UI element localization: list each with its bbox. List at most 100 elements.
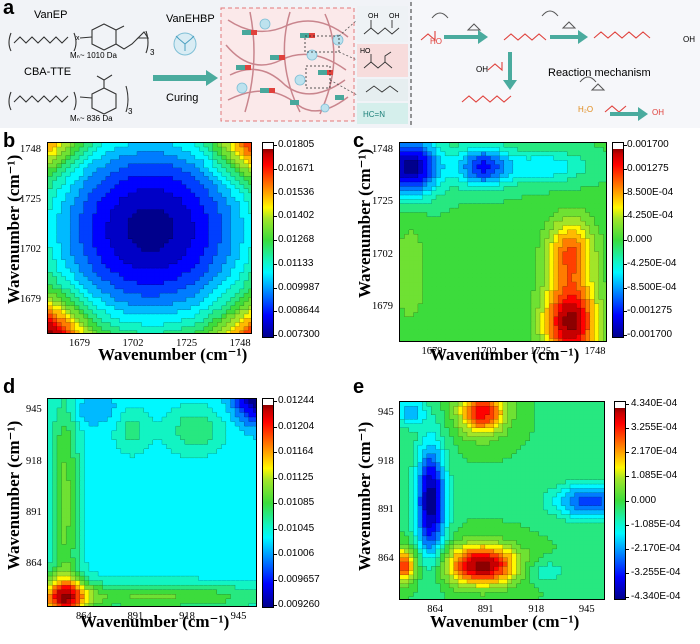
colorbar-tick-label: 2.170E-04	[631, 446, 678, 458]
colorbar-tick	[623, 145, 627, 146]
colorbar-tick	[625, 476, 629, 478]
colorbar-tick-label: 4.340E-04	[631, 398, 678, 409]
oh-label-5: OH	[683, 35, 695, 44]
colorbar-tick	[623, 192, 627, 194]
heatmap-b	[47, 142, 252, 334]
x-axis-title: Wavenumber (cm⁻¹)	[430, 345, 580, 364]
y-tick-label: 945	[26, 404, 42, 416]
colorbar-tick	[273, 579, 277, 581]
y-tick-label: 918	[26, 455, 42, 467]
y-tick-label: 918	[378, 455, 394, 467]
oh-label-1: OH	[368, 13, 379, 20]
vanep-mn: Mₙ~ 1010 Da	[70, 51, 118, 60]
colorbar-tick	[273, 335, 277, 336]
water-label: H₂O	[578, 105, 593, 114]
colorbar-tick	[625, 597, 629, 598]
y-tick-label: 1725	[372, 196, 393, 208]
reaction-scheme: VanEP CBA-TTE Mₙ~ 1010 Da Mₙ~ 836 Da 3 3…	[0, 0, 700, 128]
colorbar-tick-label: 0.01536	[278, 186, 315, 198]
colorbar-tick-label: 8.500E-04	[627, 186, 674, 198]
curing-label: Curing	[166, 92, 198, 104]
x-axis-title: Wavenumber (cm⁻¹)	[98, 345, 248, 364]
colorbar-tick-label: -0.001275	[627, 305, 673, 317]
y-axis-title: Wavenumber (cm⁻¹)	[355, 148, 374, 298]
colorbar-tick	[625, 428, 629, 430]
colorbar-tick	[623, 168, 627, 170]
colorbar-tick	[273, 263, 277, 265]
colorbar-tick	[273, 426, 277, 428]
x-tick-label: 1679	[68, 338, 90, 349]
oh-label-2: OH	[389, 13, 400, 20]
x-tick-label: 918	[528, 604, 545, 615]
curing-arrow	[153, 70, 218, 86]
x-index: x	[76, 35, 80, 42]
colorbar-tick-label: 0.001700	[627, 139, 669, 150]
cba-tte-label: CBA-TTE	[24, 66, 71, 78]
x-tick-label: 1725	[530, 346, 552, 357]
x-axis-title: Wavenumber (cm⁻¹)	[80, 612, 230, 631]
y-tick-label: 945	[378, 406, 394, 418]
colorbar-tick-label: 0.000	[631, 494, 657, 506]
colorbar-tick-label: 0.01006	[278, 548, 315, 559]
reaction-mechanism-label: Reaction mechanism	[548, 67, 651, 79]
colorbar-tick-label: 0.007300	[278, 329, 320, 340]
y-tick-label: 1679	[20, 294, 41, 306]
vanep-sub: 3	[150, 48, 155, 57]
x-tick-label: 945	[230, 611, 247, 622]
colorbar-tick-label: 0.01805	[278, 139, 315, 150]
oh-label-6: OH	[476, 65, 488, 74]
x-tick-label: 891	[477, 604, 494, 615]
colorbar-tick-label: 0.009987	[278, 281, 320, 293]
cba-mn: Mₙ~ 836 Da	[70, 114, 113, 123]
colorbar-tick	[625, 572, 629, 574]
colorbar-tick-label: -3.255E-04	[631, 566, 681, 578]
colorbar-tick	[273, 605, 277, 606]
y-tick-label: 864	[26, 558, 42, 570]
panel-letter-e: e	[353, 376, 365, 398]
mech-arrow-2	[550, 30, 588, 44]
colorbar-tick-label: 0.008644	[278, 305, 320, 317]
y-tick-label: 1702	[20, 244, 41, 256]
colorbar-tick-label: -0.001700	[627, 329, 673, 340]
cba-sub: 3	[128, 107, 133, 116]
mech-arrow-1	[444, 30, 488, 44]
colorbar-tick	[273, 554, 277, 555]
colorbar-tick-label: 3.255E-04	[631, 422, 678, 434]
panel-letter-d: d	[3, 376, 16, 398]
colorbar-tick-label: 0.01125	[278, 471, 314, 483]
colorbar-tick-label: -2.170E-04	[631, 542, 681, 554]
colorbar-tick-label: 0.01204	[278, 420, 315, 432]
panel-letter-c: c	[353, 130, 365, 152]
colorbar-tick	[273, 452, 277, 453]
x-tick-label: 891	[127, 611, 144, 622]
colorbar-tick-label: -8.500E-04	[627, 281, 677, 293]
colorbar-tick	[273, 216, 277, 218]
x-tick-label: 945	[578, 604, 595, 615]
imine-label: HC=N	[363, 110, 385, 119]
colorbar-tick	[625, 524, 629, 526]
colorbar-tick-label: 0.01045	[278, 522, 315, 534]
colorbar-tick-label: 0.01133	[278, 257, 314, 269]
colorbar-tick-label: 0.01164	[278, 446, 314, 457]
colorbar-tick-label: 0.01268	[278, 234, 315, 245]
x-tick-label: 1748	[584, 346, 606, 357]
colorbar-tick-label: 0.01671	[278, 162, 315, 174]
colorbar-tick	[625, 548, 629, 550]
colorbar-tick-label: -4.340E-04	[631, 591, 681, 602]
colorbar-tick-label: -4.250E-04	[627, 257, 677, 269]
x-axis-title: Wavenumber (cm⁻¹)	[430, 612, 580, 631]
panel-letter-b: b	[3, 130, 16, 152]
y-tick-label: 891	[378, 504, 394, 516]
hyperbranched-icon	[173, 32, 197, 56]
y-axis-title: Wavenumber (cm⁻¹)	[355, 421, 374, 571]
colorbar-tick	[623, 263, 627, 265]
y-tick-label: 891	[26, 506, 42, 518]
colorbar-tick	[623, 216, 627, 218]
y-tick-label: 1725	[20, 193, 41, 205]
colorbar-tick	[273, 192, 277, 194]
y-tick-label: 1748	[372, 144, 393, 156]
vanehbp-label: VanEHBP	[166, 13, 215, 25]
y-axis-title: Wavenumber (cm⁻¹)	[4, 154, 23, 304]
colorbar-tick-label: 0.009260	[278, 599, 320, 610]
x-tick-label: 1748	[229, 338, 251, 349]
